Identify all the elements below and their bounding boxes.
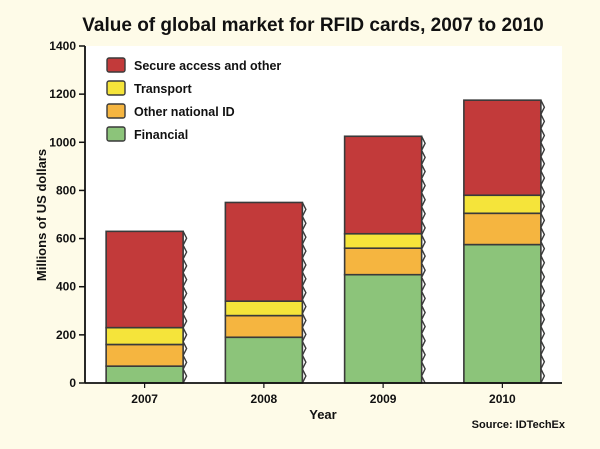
- x-axis-label: Year: [309, 407, 336, 422]
- x-tick-label: 2007: [131, 392, 158, 406]
- y-axis-label: Millions of US dollars: [34, 149, 49, 281]
- source-label: Source: IDTechEx: [472, 419, 566, 431]
- bar-segment: [463, 99, 542, 197]
- legend-swatch: [106, 103, 126, 119]
- x-tick-label: 2008: [251, 392, 278, 406]
- chart-title: Value of global market for RFID cards, 2…: [82, 15, 543, 36]
- bar-stack-2009: [343, 135, 426, 384]
- legend: Secure access and other Transport Other na…: [106, 57, 281, 142]
- legend-label: Financial: [134, 128, 188, 142]
- bar-segment: [343, 247, 423, 276]
- bar-segment: [224, 201, 304, 302]
- bar-stack-2010: [463, 99, 546, 384]
- bar-segment: [105, 230, 184, 329]
- bar-edge-wave: [540, 99, 546, 384]
- plot-area: 0 200 400 600 800 1000 1200 1400 2007 2008 2009 201…: [49, 39, 562, 406]
- y-tick-label: 1000: [49, 135, 76, 149]
- legend-swatch: [106, 80, 126, 96]
- x-tick-label: 2009: [370, 392, 397, 406]
- bar-segment: [224, 314, 304, 339]
- legend-swatch: [106, 57, 126, 73]
- bar-segment: [224, 300, 304, 317]
- bar-segment: [224, 336, 304, 384]
- bar-segment: [463, 243, 542, 384]
- y-tick-label: 200: [56, 328, 76, 342]
- bar-edge-wave: [420, 135, 426, 384]
- y-tick-label: 400: [56, 280, 76, 294]
- y-tick-label: 1400: [49, 39, 76, 53]
- legend-swatch: [106, 126, 126, 142]
- y-tick-label: 800: [56, 183, 76, 197]
- bar-edge-wave: [182, 231, 188, 384]
- bar-segment: [343, 232, 423, 249]
- bar-edge-wave: [301, 202, 307, 384]
- y-tick-label: 0: [69, 376, 76, 390]
- bar-segment: [343, 273, 423, 384]
- y-tick-label: 600: [56, 232, 76, 246]
- y-tick-label: 1200: [49, 87, 76, 101]
- bar-segment: [463, 194, 542, 215]
- bar-segment: [343, 135, 423, 235]
- x-tick-label: 2010: [489, 392, 516, 406]
- bar-segment: [463, 212, 542, 246]
- bar-stack-2008: [224, 201, 307, 384]
- bar-segment: [105, 365, 184, 384]
- legend-label: Other national ID: [134, 105, 235, 119]
- bar-stack-2007: [105, 230, 188, 384]
- bar-segment: [105, 343, 184, 367]
- bar-segment: [105, 326, 184, 346]
- legend-label: Transport: [134, 82, 192, 96]
- legend-label: Secure access and other: [134, 59, 281, 73]
